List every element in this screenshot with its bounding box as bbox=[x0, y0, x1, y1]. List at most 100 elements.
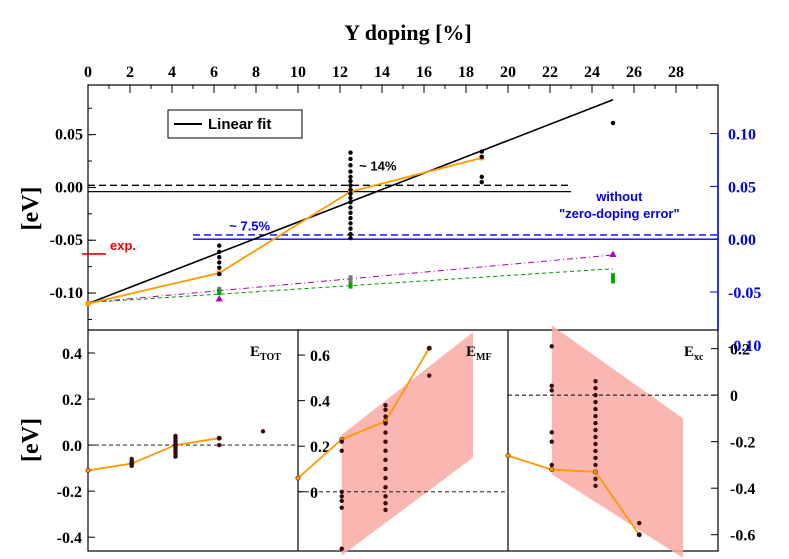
data-point bbox=[217, 265, 222, 270]
data-point bbox=[427, 346, 432, 351]
x-tick-label: 22 bbox=[542, 64, 558, 81]
data-point bbox=[260, 429, 266, 434]
right-y-tick-label: -0.05 bbox=[728, 285, 761, 302]
data-point bbox=[593, 413, 598, 419]
data-point bbox=[593, 462, 598, 468]
without-label: without bbox=[595, 189, 643, 204]
legend-label: Linear fit bbox=[208, 116, 271, 133]
x-tick-label: 18 bbox=[458, 64, 474, 81]
data-point bbox=[217, 243, 222, 248]
x-tick-label: 16 bbox=[416, 64, 432, 81]
data-point bbox=[339, 448, 344, 453]
orange-series-line bbox=[87, 156, 482, 305]
data-point bbox=[593, 427, 598, 433]
x-tick-label: 28 bbox=[668, 64, 684, 81]
data-point bbox=[348, 215, 353, 221]
panel-y-tick-label: 0 bbox=[310, 485, 318, 502]
panel-y-tick-label: -0.4 bbox=[730, 481, 755, 498]
x-tick-label: 24 bbox=[584, 64, 600, 81]
y-tick-label: -0.05 bbox=[50, 232, 83, 249]
data-point bbox=[339, 439, 344, 444]
data-point bbox=[549, 383, 554, 389]
data-point bbox=[339, 546, 344, 551]
data-point bbox=[348, 169, 353, 174]
orange-point bbox=[505, 453, 511, 459]
data-point bbox=[348, 191, 353, 196]
data-point bbox=[593, 448, 598, 454]
data-point bbox=[549, 388, 554, 393]
panel-y-tick-label: 0.4 bbox=[310, 394, 330, 411]
data-point bbox=[549, 462, 554, 468]
x-tick-label: 20 bbox=[500, 64, 516, 81]
orange-point bbox=[592, 469, 598, 475]
green-point bbox=[217, 288, 222, 295]
data-point bbox=[593, 378, 598, 384]
panel-label-tot: ETOT bbox=[250, 344, 281, 363]
data-point bbox=[383, 414, 388, 419]
data-point bbox=[593, 385, 598, 391]
purple-point bbox=[215, 294, 223, 302]
data-point bbox=[339, 498, 344, 504]
data-point bbox=[383, 457, 388, 463]
y-tick-label: 0.05 bbox=[55, 127, 83, 144]
x-tick-label: 4 bbox=[168, 64, 176, 81]
data-point bbox=[348, 156, 353, 162]
data-point bbox=[383, 421, 388, 426]
panel-y-tick-label: 0.0 bbox=[62, 438, 82, 455]
panel-y-tick-label: 0.2 bbox=[310, 439, 330, 456]
data-point bbox=[427, 373, 432, 378]
bottom-y-axis-title: [eV] bbox=[18, 418, 44, 462]
data-point bbox=[348, 174, 353, 180]
data-point bbox=[348, 163, 353, 168]
orange-series-line bbox=[507, 454, 640, 536]
x-axis-title: Y doping [%] bbox=[344, 20, 472, 45]
data-point bbox=[348, 150, 353, 155]
data-point bbox=[339, 494, 344, 499]
x-tick-label: 12 bbox=[332, 64, 348, 81]
x-tick-label: 26 bbox=[626, 64, 642, 81]
data-point bbox=[217, 249, 222, 255]
green-trend-line bbox=[87, 268, 614, 304]
green-point bbox=[348, 282, 353, 289]
data-point bbox=[383, 507, 388, 513]
data-point bbox=[339, 505, 344, 510]
panel-y-tick-label: -0.4 bbox=[57, 530, 82, 547]
right-y-tick-label: 0.10 bbox=[728, 127, 756, 144]
data-point bbox=[593, 476, 598, 482]
panel-label-xc: Exc bbox=[684, 344, 704, 363]
purple-point bbox=[609, 250, 617, 257]
panel-y-tick-label: 0.4 bbox=[62, 346, 82, 363]
data-point bbox=[383, 500, 388, 506]
data-point bbox=[348, 210, 353, 215]
panel-y-tick-label: -0.2 bbox=[730, 435, 755, 452]
data-point bbox=[637, 532, 642, 537]
data-point bbox=[348, 183, 353, 188]
data-point bbox=[383, 407, 388, 412]
data-point bbox=[479, 154, 484, 160]
y-tick-label: 0.00 bbox=[55, 179, 83, 196]
orange-point bbox=[295, 475, 301, 481]
data-point bbox=[217, 254, 222, 260]
data-point bbox=[593, 392, 598, 398]
data-point bbox=[339, 489, 344, 494]
data-point bbox=[593, 399, 598, 405]
green-point bbox=[611, 273, 615, 280]
panel-y-tick-label: 0.6 bbox=[310, 348, 330, 365]
panel-y-tick-label: 0.2 bbox=[730, 342, 750, 359]
data-point bbox=[593, 420, 598, 426]
data-point bbox=[593, 483, 598, 489]
data-point bbox=[383, 475, 388, 481]
right-y-tick-label: 0.00 bbox=[728, 232, 756, 249]
uncertainty-band bbox=[341, 332, 473, 556]
data-point bbox=[348, 178, 353, 184]
data-point bbox=[348, 235, 353, 241]
panel-y-tick-label: -0.6 bbox=[730, 528, 755, 545]
data-point bbox=[348, 205, 353, 210]
zero-doping-error-label: "zero-doping error" bbox=[559, 206, 680, 221]
data-point bbox=[383, 494, 388, 499]
gray-point bbox=[348, 275, 353, 282]
data-point bbox=[593, 406, 598, 412]
exp-label: exp. bbox=[110, 238, 136, 253]
right-y-tick-label: -0.10 bbox=[728, 338, 761, 355]
